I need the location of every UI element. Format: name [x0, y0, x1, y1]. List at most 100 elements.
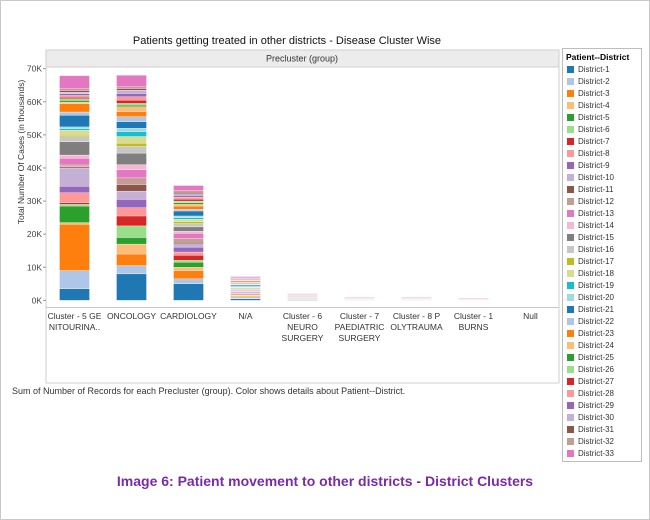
bar-segment: [59, 141, 90, 156]
bar-segment: [59, 100, 90, 103]
bar-segment: [59, 270, 90, 289]
legend-label: District-25: [578, 353, 615, 362]
bar-segment: [173, 260, 204, 263]
bar-segment: [173, 219, 204, 222]
legend-item[interactable]: District-23: [563, 328, 641, 340]
legend-item[interactable]: District-11: [563, 184, 641, 196]
legend-item[interactable]: District-14: [563, 220, 641, 232]
bar-segment: [59, 92, 90, 94]
bar-segment: [59, 96, 90, 99]
legend-item[interactable]: District-6: [563, 124, 641, 136]
bar-segment: [173, 255, 204, 261]
bar-segment: [116, 190, 147, 200]
legend-item[interactable]: District-30: [563, 412, 641, 424]
bar-segment: [59, 128, 90, 131]
legend-swatch: [567, 210, 574, 217]
legend-item[interactable]: District-10: [563, 172, 641, 184]
bar-segment: [59, 75, 90, 89]
legend-item[interactable]: District-9: [563, 160, 641, 172]
legend-item[interactable]: District-17: [563, 256, 641, 268]
legend-label: District-8: [578, 149, 610, 158]
legend-item[interactable]: District-33: [563, 448, 641, 460]
legend-swatch: [567, 414, 574, 421]
legend-swatch: [567, 222, 574, 229]
legend-swatch: [567, 150, 574, 157]
bar-segment: [116, 273, 147, 301]
legend-item[interactable]: District-7: [563, 136, 641, 148]
legend-item[interactable]: District-27: [563, 376, 641, 388]
legend-item[interactable]: District-21: [563, 304, 641, 316]
bar-segment: [116, 121, 147, 129]
legend-swatch: [567, 294, 574, 301]
legend-label: District-31: [578, 425, 615, 434]
bar-segment: [59, 136, 90, 142]
legend-item[interactable]: District-15: [563, 232, 641, 244]
bar-segment: [59, 164, 90, 167]
legend-item[interactable]: District-25: [563, 352, 641, 364]
bar-segment: [116, 75, 147, 88]
legend-item[interactable]: District-16: [563, 244, 641, 256]
legend-label: District-29: [578, 401, 615, 410]
legend-swatch: [567, 78, 574, 85]
bar-segment: [173, 223, 204, 228]
legend-label: District-28: [578, 389, 615, 398]
bar-segment: [230, 276, 261, 278]
legend-item[interactable]: District-8: [563, 148, 641, 160]
bar-segment: [287, 293, 318, 295]
bar-segment: [116, 103, 147, 106]
legend-label: District-11: [578, 185, 614, 194]
legend-item[interactable]: District-12: [563, 196, 641, 208]
legend-label: District-2: [578, 77, 610, 86]
bar-segment: [173, 198, 204, 202]
legend-swatch: [567, 162, 574, 169]
legend-label: District-30: [578, 413, 615, 422]
bar-segment: [59, 202, 90, 205]
bar-segment: [173, 251, 204, 256]
y-tick-label: 40K: [27, 163, 42, 173]
legend-item[interactable]: District-32: [563, 436, 641, 448]
footnote: Sum of Number of Records for each Preclu…: [12, 386, 406, 396]
bar-segment: [116, 116, 147, 122]
bar-segment: [173, 270, 204, 280]
legend-swatch: [567, 246, 574, 253]
x-category-label: Cluster - 8 P: [393, 311, 441, 321]
legend-item[interactable]: District-5: [563, 112, 641, 124]
bar-segment: [116, 104, 147, 107]
legend-item[interactable]: District-20: [563, 292, 641, 304]
bar-segment: [173, 283, 204, 301]
legend-label: District-27: [578, 377, 615, 386]
legend-item[interactable]: District-26: [563, 364, 641, 376]
legend-item[interactable]: District-29: [563, 400, 641, 412]
x-category-label: NEURO: [287, 322, 318, 332]
legend-swatch: [567, 378, 574, 385]
legend-label: District-21: [578, 305, 615, 314]
bar-segment: [116, 131, 147, 137]
legend-item[interactable]: District-2: [563, 76, 641, 88]
x-category-label: Cluster - 6: [283, 311, 322, 321]
legend-item[interactable]: District-4: [563, 100, 641, 112]
bar-segment: [230, 298, 261, 301]
bar-segment: [401, 297, 432, 299]
bar-segment: [173, 243, 204, 248]
bar-segment: [59, 126, 90, 129]
legend-swatch: [567, 426, 574, 433]
legend-swatch: [567, 126, 574, 133]
legend-swatch: [567, 258, 574, 265]
bar-segment: [59, 205, 90, 223]
legend-swatch: [567, 282, 574, 289]
legend-item[interactable]: District-1: [563, 64, 641, 76]
legend-item[interactable]: District-28: [563, 388, 641, 400]
bar-segment: [116, 184, 147, 192]
legend-swatch: [567, 66, 574, 73]
bar-segment: [116, 93, 147, 97]
legend-item[interactable]: District-31: [563, 424, 641, 436]
legend-swatch: [567, 174, 574, 181]
legend-item[interactable]: District-18: [563, 268, 641, 280]
legend-item[interactable]: District-3: [563, 88, 641, 100]
legend-item[interactable]: District-24: [563, 340, 641, 352]
legend-item[interactable]: District-22: [563, 316, 641, 328]
legend-item[interactable]: District-13: [563, 208, 641, 220]
legend-item[interactable]: District-19: [563, 280, 641, 292]
y-tick-label: 60K: [27, 97, 42, 107]
